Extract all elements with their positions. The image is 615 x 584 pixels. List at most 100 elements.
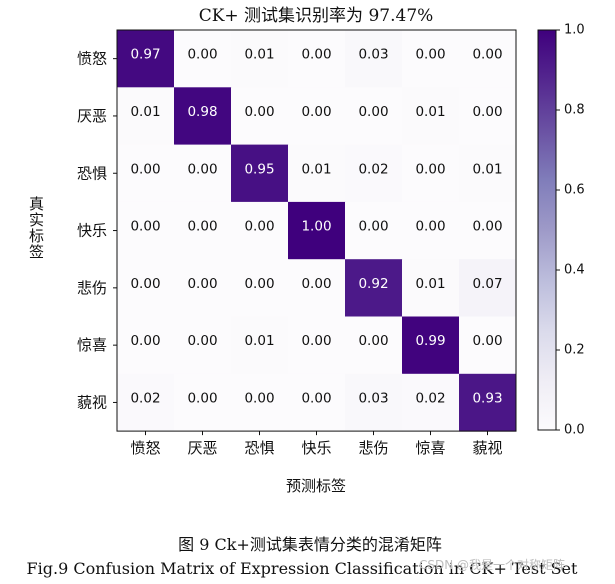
colorbar-ticks: 0.0 0.2 0.4 0.6 0.8 1.0 [556, 23, 585, 438]
x-tick-label: 恐惧 [244, 439, 274, 457]
x-axis-label: 预测标签 [286, 477, 346, 495]
heatmap-cell [117, 30, 175, 88]
cell-value-label: 0.01 [244, 47, 274, 63]
y-tick-label: 藐视 [77, 393, 107, 411]
heatmap-cell [231, 30, 289, 88]
cell-value-label: 0.97 [130, 47, 160, 63]
cell-value-label: 0.00 [130, 333, 160, 349]
heatmap-cell [231, 144, 289, 203]
heatmap-cell [459, 30, 517, 88]
colorbar [537, 29, 557, 431]
heatmap-cell [345, 201, 403, 260]
cell-value-label: 0.00 [187, 219, 217, 235]
heatmap-cell [402, 30, 460, 88]
cell-value-label: 0.00 [244, 219, 274, 235]
y-tick-label: 惊喜 [77, 336, 107, 354]
heatmap-cell [345, 373, 403, 432]
cell-value-label: 1.00 [301, 219, 331, 235]
cell-value-label: 0.00 [244, 390, 274, 406]
heatmap-cell [288, 259, 346, 317]
cell-value-label: 0.00 [130, 219, 160, 235]
cell-value-label: 0.00 [187, 276, 217, 292]
cell-value-label: 0.02 [130, 390, 160, 406]
x-tick-label: 厌恶 [187, 439, 217, 457]
cell-value-label: 0.00 [358, 333, 388, 349]
heatmap-cell [459, 144, 517, 203]
cell-value-label: 0.00 [301, 390, 331, 406]
heatmap-cell [459, 201, 517, 260]
heatmap-cell [345, 30, 403, 88]
heatmap-cell [231, 373, 289, 432]
heatmap-cell [345, 259, 403, 317]
heatmap-cell [402, 144, 460, 203]
x-tick-label: 悲伤 [358, 439, 388, 457]
cell-value-label: 0.92 [358, 276, 388, 292]
heatmap-cell [288, 373, 346, 432]
cell-value-label: 0.00 [130, 276, 160, 292]
cell-value-label: 0.00 [472, 219, 502, 235]
cell-value-label: 0.07 [472, 276, 502, 292]
cell-value-label: 0.00 [187, 47, 217, 63]
cell-value-label: 0.00 [472, 47, 502, 63]
heatmap-cell [117, 87, 175, 146]
cell-value-label: 0.93 [472, 390, 502, 406]
cell-value-label: 0.01 [415, 276, 445, 292]
heatmap-cell [459, 259, 517, 317]
chart-title: CK+ 测试集识别率为 97.47% [199, 6, 434, 26]
heatmap-cell [231, 259, 289, 317]
y-axis-label: 真实标签 [27, 195, 45, 260]
cell-value-label: 0.00 [187, 161, 217, 177]
cell-value-label: 0.01 [130, 104, 160, 120]
heatmap-cell [459, 316, 517, 375]
cell-value-label: 0.99 [415, 333, 445, 349]
x-tick-label: 愤怒 [130, 439, 160, 457]
cell-value-label: 0.01 [244, 333, 274, 349]
heatmap-cell [345, 316, 403, 375]
heatmap-cell [345, 144, 403, 203]
cell-value-label: 0.00 [472, 104, 502, 120]
y-tick-label: 愤怒 [77, 50, 107, 68]
heatmap-cell [288, 30, 346, 88]
heatmap-cell [174, 259, 232, 317]
cell-value-label: 0.00 [130, 161, 160, 177]
heatmap-cell [174, 30, 232, 88]
cell-value-label: 0.95 [244, 161, 274, 177]
x-axis-ticks: 愤怒 厌恶 恐惧 快乐 悲伤 惊喜 藐视 [130, 431, 503, 457]
cell-value-label: 0.00 [415, 219, 445, 235]
watermark-text: CSDN @我是一个对称矩阵 [419, 558, 565, 572]
cell-value-label: 0.02 [358, 161, 388, 177]
colorbar-tick-label: 0.4 [564, 263, 585, 278]
heatmap-cell [345, 87, 403, 146]
cell-value-label: 0.01 [415, 104, 445, 120]
colorbar-tick-label: 0.8 [564, 103, 585, 118]
heatmap-cell [402, 87, 460, 146]
cell-value-label: 0.00 [472, 333, 502, 349]
cell-value-label: 0.98 [187, 104, 217, 120]
cell-value-label: 0.03 [358, 47, 388, 63]
colorbar-tick-label: 1.0 [564, 23, 585, 38]
y-axis-label-text: 真实标签 [27, 195, 45, 260]
cell-value-label: 0.00 [187, 333, 217, 349]
cell-value-label: 0.00 [358, 219, 388, 235]
cell-value-label: 0.01 [472, 161, 502, 177]
heatmap-cell [231, 201, 289, 260]
heatmap-cell [174, 87, 232, 146]
heatmap-cell [117, 144, 175, 203]
heatmap-cell [459, 87, 517, 146]
y-tick-label: 快乐 [77, 222, 107, 240]
heatmap-cell [288, 87, 346, 146]
x-tick-label: 快乐 [301, 439, 331, 457]
heatmap-cells [117, 30, 517, 432]
cell-value-label: 0.00 [301, 276, 331, 292]
heatmap-cell [174, 144, 232, 203]
x-tick-label: 惊喜 [415, 439, 445, 457]
cell-value-label: 0.00 [415, 161, 445, 177]
y-tick-label: 恐惧 [77, 164, 107, 182]
heatmap-cell [402, 316, 460, 375]
heatmap-cell [117, 201, 175, 260]
heatmap-cell-labels: 0.97 0.00 0.01 0.00 0.03 0.00 0.00 0.01 0.98 0.00… [130, 47, 502, 407]
figure-caption-en: Fig.9 Confusion Matrix of Expression Cla… [27, 559, 578, 578]
colorbar-tick-label: 0.2 [564, 343, 585, 358]
